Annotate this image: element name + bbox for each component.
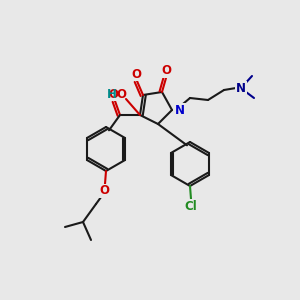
- Text: O: O: [99, 184, 109, 197]
- Text: O: O: [161, 64, 171, 77]
- Text: O: O: [131, 68, 141, 80]
- Text: Cl: Cl: [184, 200, 197, 212]
- Text: H: H: [107, 88, 117, 101]
- Text: N: N: [236, 82, 246, 94]
- Text: O: O: [108, 88, 118, 100]
- Text: N: N: [175, 103, 185, 116]
- Text: O: O: [116, 88, 126, 101]
